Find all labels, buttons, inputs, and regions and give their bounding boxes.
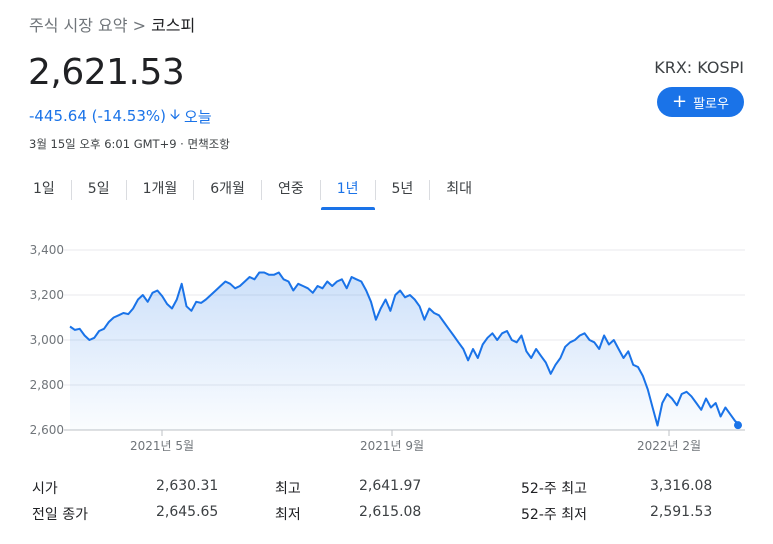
stat-value-open: 2,630.31 [156,478,219,494]
tab-6m[interactable]: 6개월 [210,181,245,197]
y-tick-label: 3,200 [30,288,64,302]
stats-row: 전일 종가 2,645.65 최저 2,615.08 52-주 최저 2,591… [32,504,752,530]
x-tick-label: 2022년 2월 [637,439,701,453]
breadcrumb: 주식 시장 요약 > 코스피 [29,12,195,36]
price-chart[interactable]: 3,400 3,200 3,000 2,800 2,600 2021년 5월 2021년 … [0,230,773,462]
stat-value-prev-close: 2,645.65 [156,504,219,520]
tab-1d[interactable]: 1일 [33,181,55,197]
stat-value-low: 2,615.08 [359,504,422,520]
price-change-value: -445.64 (-14.53%) [29,107,166,125]
quote-stats: 시가 2,630.31 최고 2,641.97 52-주 최고 3,316.08… [32,478,752,530]
ticker-symbol: KRX: KOSPI [654,58,744,77]
tab-divider [125,180,127,200]
y-tick-label: 3,400 [30,243,64,257]
breadcrumb-current: 코스피 [151,16,196,35]
tab-ytd[interactable]: 연중 [277,181,304,197]
stat-label-high: 최고 [275,481,301,497]
follow-button[interactable]: + 팔로우 [657,87,744,117]
price-change: -445.64 (-14.53%) 🡫 오늘 [29,104,212,128]
range-tabs: 1일 5일 1개월 6개월 연중 1년 5년 최대 [17,172,488,210]
stat-label-open: 시가 [32,481,58,497]
stats-row: 시가 2,630.31 최고 2,641.97 52-주 최고 3,316.08 [32,478,752,504]
tab-divider [319,180,321,200]
tab-1m[interactable]: 1개월 [142,181,178,197]
y-tick-label: 2,600 [30,423,64,437]
tab-divider [429,180,431,200]
price-change-period: 오늘 [184,107,212,126]
tab-5d[interactable]: 5일 [87,181,110,197]
price-line [69,271,741,427]
stat-label-prev-close: 전일 종가 [32,507,88,523]
tab-max[interactable]: 최대 [446,181,473,197]
current-price: 2,621.53 [28,52,185,93]
tab-divider [260,180,262,200]
quote-timestamp: 3월 15일 오후 6:01 GMT+9 · 면책조항 [29,137,230,151]
y-tick-label: 3,000 [30,333,64,347]
follow-button-label: 팔로우 [693,96,729,112]
x-tick-label: 2021년 5월 [130,439,194,453]
y-tick-label: 2,800 [30,378,64,392]
stat-value-52w-high: 3,316.08 [650,478,713,494]
last-price-marker [734,421,742,430]
breadcrumb-parent[interactable]: 주식 시장 요약 > [29,16,152,35]
plus-icon: + [672,91,688,112]
tab-1y[interactable]: 1년 [320,172,375,210]
price-area [70,272,740,430]
stat-label-low: 최저 [275,507,301,523]
stat-value-high: 2,641.97 [359,478,422,494]
stat-label-52w-high: 52-주 최고 [521,481,587,497]
tab-divider [193,180,195,200]
tab-divider [374,180,376,200]
tab-divider [70,180,72,200]
stat-value-52w-low: 2,591.53 [650,504,713,520]
tab-5y[interactable]: 5년 [391,181,414,197]
x-tick-label: 2021년 9월 [360,439,424,453]
arrow-down-icon: 🡫 [169,107,181,123]
stat-label-52w-low: 52-주 최저 [521,507,587,523]
